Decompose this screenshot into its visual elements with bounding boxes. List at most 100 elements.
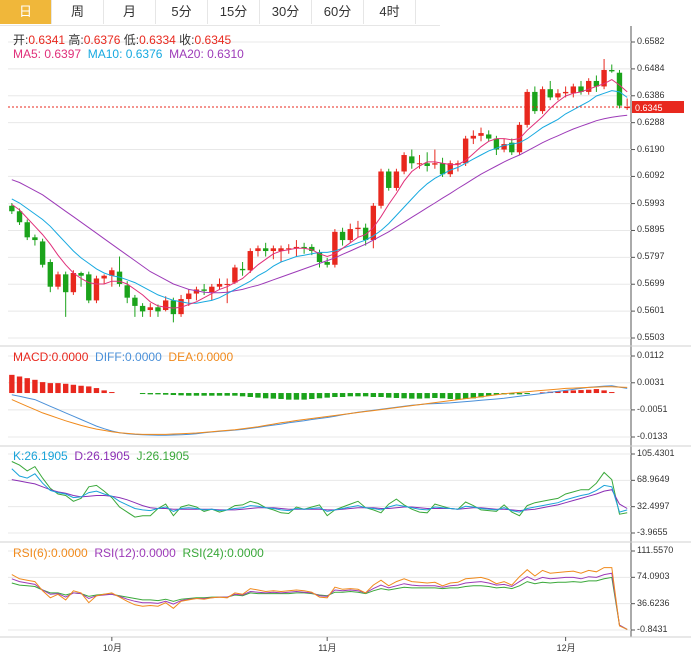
macd-histogram-bar — [339, 393, 346, 397]
candle-body — [532, 91, 538, 112]
candle-body — [447, 163, 453, 175]
macd-histogram-bar — [193, 393, 200, 396]
rsi6-value: 0.0000 — [51, 546, 88, 560]
candle-body — [439, 163, 446, 175]
tab-month[interactable]: 月 — [104, 0, 156, 24]
macd-histogram-bar — [378, 393, 384, 397]
price-tick-label: 0.6582 — [637, 36, 665, 46]
tab-5min[interactable]: 5分 — [156, 0, 208, 24]
candle-body — [424, 163, 430, 166]
candle-body — [470, 135, 477, 139]
macd-histogram-bar — [16, 376, 23, 394]
dea-label: DEA: — [168, 350, 197, 364]
ma10-line — [11, 90, 628, 304]
low-label: 低: — [123, 33, 140, 47]
diff-value: 0.0000 — [125, 350, 162, 364]
tab-day[interactable]: 日 — [0, 0, 52, 24]
candle-body — [462, 138, 469, 164]
macd-tick-label: 0.0031 — [637, 376, 665, 387]
candle-body — [432, 163, 438, 165]
macd-histogram-bar — [109, 392, 115, 394]
price-tick-label: 0.6288 — [637, 116, 665, 127]
macd-histogram-bar — [439, 393, 446, 399]
tab-15min[interactable]: 15分 — [208, 0, 260, 24]
candle-body — [570, 86, 577, 94]
candle-body — [301, 246, 307, 249]
macd-histogram-bar — [93, 388, 100, 394]
tab-60min[interactable]: 60分 — [312, 0, 364, 24]
macd-histogram-bar — [478, 393, 484, 398]
tab-30min[interactable]: 30分 — [260, 0, 312, 24]
macd-histogram-bar — [201, 393, 207, 396]
candle-body — [370, 205, 377, 241]
candle-body — [78, 272, 84, 276]
candle-body — [62, 274, 69, 293]
candle-body — [162, 300, 169, 311]
price-tick-label: 0.5699 — [637, 278, 665, 289]
rsi12-line — [11, 572, 628, 630]
candle-body — [616, 72, 623, 106]
candle-body — [93, 278, 100, 301]
candle-body — [209, 286, 215, 293]
ma20-value: 0.6310 — [207, 47, 244, 61]
macd-histogram-bar — [62, 383, 69, 394]
candle-body — [147, 307, 153, 311]
candle-body — [39, 241, 46, 265]
macd-histogram-bar — [347, 393, 353, 397]
candle-body — [270, 248, 277, 252]
candle-body — [393, 171, 400, 188]
macd-histogram-bar — [9, 374, 15, 394]
tab-4hour[interactable]: 4时 — [364, 0, 416, 24]
macd-histogram-bar — [455, 393, 461, 400]
ma20-line — [11, 114, 628, 294]
macd-histogram-bar — [586, 389, 592, 394]
tab-week[interactable]: 周 — [52, 0, 104, 24]
candle-body — [132, 297, 138, 306]
rsi-tick-label: 74.0903 — [637, 571, 670, 582]
macd-histogram-bar — [570, 390, 577, 394]
macd-histogram-bar — [162, 393, 169, 395]
candle-body — [332, 231, 338, 265]
ma10-value: 0.6376 — [125, 47, 163, 61]
j-value: 26.1905 — [145, 449, 190, 463]
macd-tick-label: 0.0112 — [637, 350, 664, 360]
rsi-tick-label: 111.5570 — [637, 545, 674, 555]
macd-histogram-bar — [539, 392, 546, 394]
macd-histogram-bar — [470, 393, 477, 399]
candle-body — [247, 251, 253, 271]
macd-tick-label: -0.0051 — [637, 403, 668, 414]
ma5-value: 0.6397 — [44, 47, 82, 61]
candle-body — [455, 163, 461, 165]
candle-body — [116, 271, 123, 284]
candle-body — [70, 272, 77, 293]
price-tick-label: 0.5797 — [637, 251, 665, 262]
macd-histogram-bar — [555, 391, 561, 394]
candle-body — [309, 246, 315, 252]
candle-body — [278, 248, 284, 252]
macd-histogram-bar — [316, 393, 323, 399]
candle-body — [255, 248, 261, 252]
macd-histogram-bar — [178, 393, 184, 396]
macd-histogram-bar — [255, 393, 261, 398]
macd-histogram-bar — [370, 393, 377, 397]
candle-body — [316, 252, 323, 263]
candle-body — [286, 248, 292, 250]
candle-body — [386, 171, 392, 188]
kdj-j-line — [11, 461, 628, 518]
candle-body — [409, 156, 415, 164]
macd-histogram-bar — [170, 393, 177, 396]
candle-body — [86, 274, 92, 301]
macd-histogram-bar — [416, 393, 423, 399]
macd-label: MACD: — [13, 350, 52, 364]
k-value: 26.1905 — [24, 449, 68, 463]
candle-body — [539, 89, 546, 112]
candle-body — [478, 133, 484, 136]
macd-histogram-bar — [78, 385, 84, 394]
candle-body — [509, 142, 515, 153]
macd-histogram-bar — [493, 393, 500, 396]
macd-histogram-bar — [186, 393, 192, 396]
macd-histogram-bar — [409, 393, 415, 399]
macd-histogram-bar — [401, 393, 407, 399]
macd-value: 0.0000 — [51, 350, 89, 364]
